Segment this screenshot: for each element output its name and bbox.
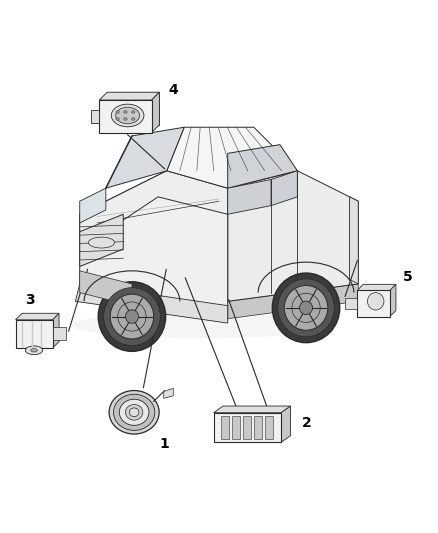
Polygon shape xyxy=(281,406,290,442)
Ellipse shape xyxy=(278,279,334,337)
Ellipse shape xyxy=(104,288,160,345)
Polygon shape xyxy=(80,284,358,319)
Polygon shape xyxy=(91,110,99,123)
Ellipse shape xyxy=(111,104,144,127)
Text: 5: 5 xyxy=(403,270,412,285)
Polygon shape xyxy=(214,406,290,413)
Ellipse shape xyxy=(119,399,149,425)
Ellipse shape xyxy=(284,286,328,330)
Ellipse shape xyxy=(110,294,154,339)
Polygon shape xyxy=(80,188,106,223)
Polygon shape xyxy=(350,197,358,284)
Ellipse shape xyxy=(71,312,332,338)
Polygon shape xyxy=(99,100,152,133)
Ellipse shape xyxy=(129,408,139,417)
Ellipse shape xyxy=(116,111,119,114)
Ellipse shape xyxy=(131,118,135,120)
Ellipse shape xyxy=(31,349,37,352)
Text: 3: 3 xyxy=(25,293,35,307)
Ellipse shape xyxy=(272,273,340,343)
Ellipse shape xyxy=(109,391,159,434)
Polygon shape xyxy=(75,284,228,323)
Polygon shape xyxy=(228,180,271,214)
Polygon shape xyxy=(53,313,59,348)
Polygon shape xyxy=(80,214,123,266)
Polygon shape xyxy=(265,416,273,439)
Polygon shape xyxy=(228,171,358,301)
Ellipse shape xyxy=(367,293,384,310)
Ellipse shape xyxy=(125,405,143,420)
Polygon shape xyxy=(345,298,357,309)
Ellipse shape xyxy=(300,301,313,314)
Polygon shape xyxy=(80,171,228,232)
Polygon shape xyxy=(53,327,66,341)
Ellipse shape xyxy=(113,394,155,430)
Polygon shape xyxy=(221,416,229,439)
Ellipse shape xyxy=(124,111,127,114)
Polygon shape xyxy=(15,320,53,348)
Text: 4: 4 xyxy=(168,83,178,97)
Ellipse shape xyxy=(124,118,127,120)
Polygon shape xyxy=(357,290,390,317)
Ellipse shape xyxy=(116,118,119,120)
Ellipse shape xyxy=(125,310,138,324)
Polygon shape xyxy=(80,271,132,305)
Polygon shape xyxy=(243,416,251,439)
Polygon shape xyxy=(254,416,262,439)
Polygon shape xyxy=(107,92,159,125)
Ellipse shape xyxy=(131,111,135,114)
Polygon shape xyxy=(15,313,59,320)
Polygon shape xyxy=(164,389,173,398)
Ellipse shape xyxy=(88,237,115,248)
Polygon shape xyxy=(232,416,240,439)
Polygon shape xyxy=(214,413,281,442)
Polygon shape xyxy=(80,171,228,319)
Polygon shape xyxy=(271,171,297,206)
Polygon shape xyxy=(106,127,184,188)
Polygon shape xyxy=(390,284,396,317)
Text: 1: 1 xyxy=(160,437,170,450)
Ellipse shape xyxy=(25,346,43,354)
Ellipse shape xyxy=(98,282,166,351)
Polygon shape xyxy=(167,127,297,188)
Polygon shape xyxy=(228,144,297,188)
Polygon shape xyxy=(357,284,396,290)
Polygon shape xyxy=(99,92,159,100)
Ellipse shape xyxy=(116,107,140,124)
Text: 2: 2 xyxy=(301,416,311,430)
Polygon shape xyxy=(152,92,159,133)
